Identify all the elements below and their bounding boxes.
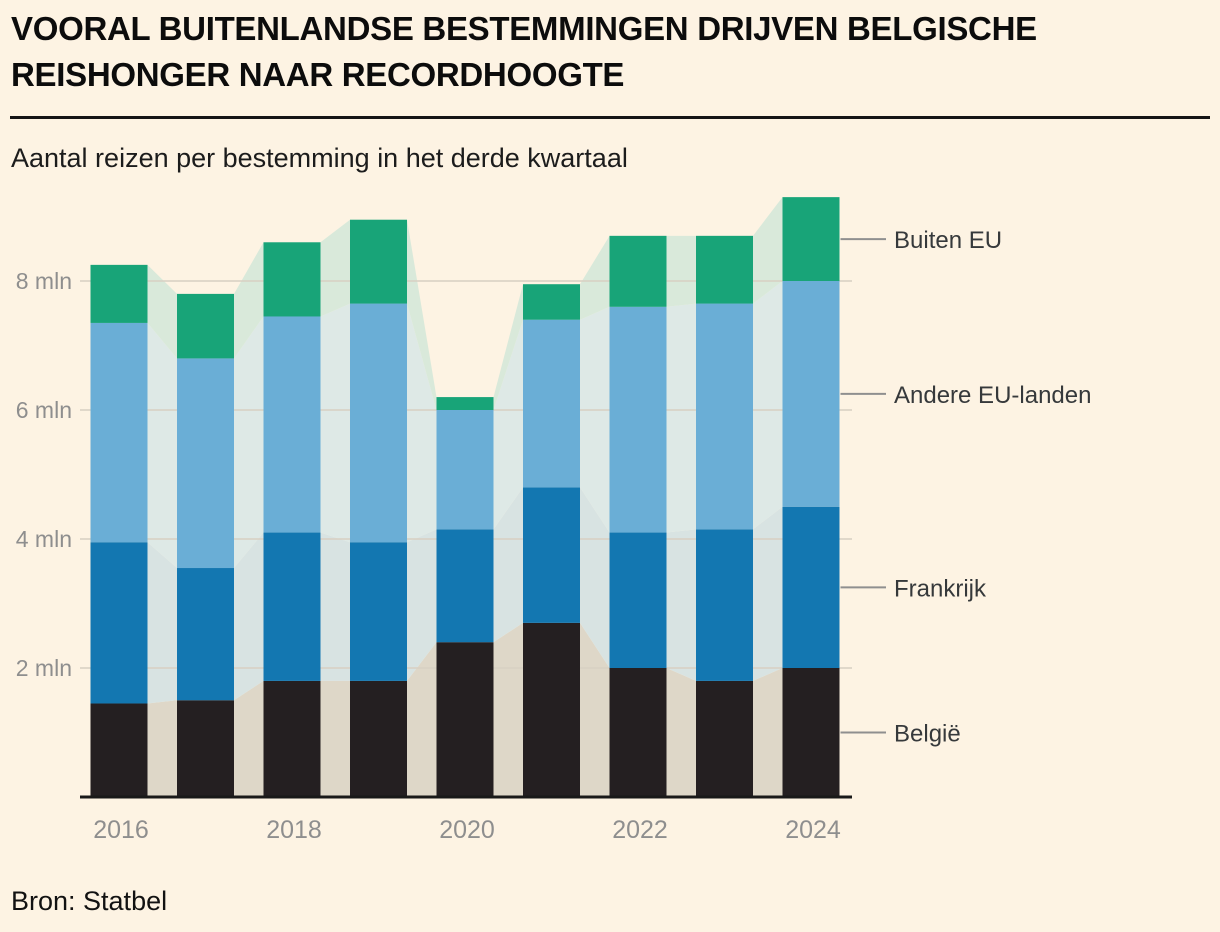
- bar-segment-2019-3: [350, 219, 407, 304]
- title-divider: [10, 116, 1210, 119]
- legend-label: Buiten EU: [894, 227, 1002, 254]
- bar-segment-2019-1: [350, 542, 407, 681]
- bar-segment-2021-0: [523, 622, 580, 797]
- bar-segment-2024-0: [782, 668, 840, 797]
- bar-segment-2020-2: [436, 410, 494, 530]
- bar-segment-2023-3: [696, 235, 753, 304]
- bar-segment-2016-3: [90, 264, 148, 323]
- bar-segment-2024-3: [782, 197, 840, 281]
- bar-segment-2019-0: [350, 680, 407, 797]
- y-tick-label: 4 mln: [16, 526, 72, 552]
- chart-title: VOORAL BUITENLANDSE BESTEMMINGEN DRIJVEN…: [11, 10, 1037, 93]
- bar-segment-2021-3: [523, 284, 580, 320]
- bar-segment-2021-2: [523, 319, 580, 488]
- bar-segment-2023-0: [696, 680, 753, 797]
- bar-segment-2020-0: [436, 642, 494, 797]
- bar-segment-2016-1: [90, 542, 148, 704]
- legend-label: Andere EU-landen: [894, 382, 1091, 409]
- bar-segment-2018-3: [263, 242, 321, 317]
- bar-segment-2018-0: [263, 680, 321, 797]
- x-tick-label: 2020: [439, 816, 495, 844]
- y-tick-label: 2 mln: [16, 655, 72, 681]
- bar-segment-2017-2: [177, 358, 234, 569]
- bar-segment-2019-2: [350, 303, 407, 543]
- bar-segment-2022-3: [609, 235, 667, 307]
- bar-segment-2020-3: [436, 397, 494, 410]
- bar-segment-2022-0: [609, 668, 667, 797]
- legend-label: België: [894, 721, 961, 748]
- x-tick-label: 2016: [93, 816, 149, 844]
- x-tick-label: 2024: [785, 816, 841, 844]
- bar-segment-2022-1: [609, 532, 667, 668]
- bar-segment-2024-1: [782, 506, 840, 668]
- source-note: Bron: Statbel: [11, 886, 168, 916]
- legend-label: Frankrijk: [894, 575, 987, 602]
- x-tick-label: 2018: [266, 816, 322, 844]
- y-tick-label: 6 mln: [16, 397, 72, 423]
- bar-segment-2023-2: [696, 303, 753, 530]
- bar-segment-2016-0: [90, 703, 148, 797]
- bar-segment-2017-0: [177, 700, 234, 797]
- x-tick-label: 2022: [612, 816, 668, 844]
- bar-segment-2023-1: [696, 529, 753, 681]
- bar-segment-2017-1: [177, 568, 234, 701]
- bar-segment-2021-1: [523, 487, 580, 623]
- y-tick-label: 8 mln: [16, 268, 72, 294]
- bar-segment-2017-3: [177, 293, 234, 359]
- bar-segment-2020-1: [436, 529, 494, 643]
- bar-segment-2024-2: [782, 281, 840, 507]
- bar-segment-2022-2: [609, 306, 667, 533]
- bar-segment-2016-2: [90, 322, 148, 543]
- bar-segment-2018-1: [263, 532, 321, 681]
- chart-subtitle: Aantal reizen per bestemming in het derd…: [11, 143, 628, 173]
- bar-segment-2018-2: [263, 316, 321, 533]
